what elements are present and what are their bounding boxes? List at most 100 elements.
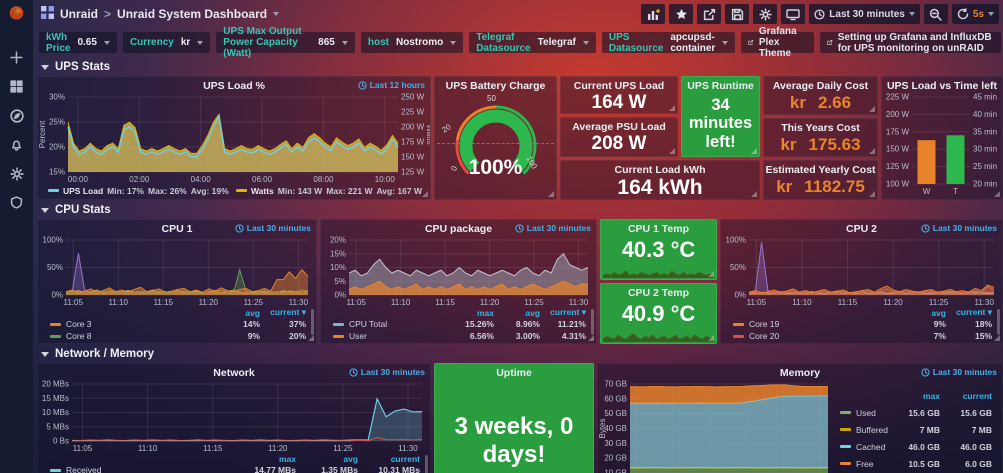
legend-row-buffered[interactable]: Buffered 7 MB 7 MB: [840, 421, 992, 438]
explore-compass-icon[interactable]: [8, 107, 25, 124]
legend-item-watts[interactable]: Watts Min: 143 W Max: 221 W Avg: 167 W: [235, 186, 422, 196]
legend-row-core19[interactable]: Core 19 9% 18%: [733, 318, 992, 330]
legend-row-core8[interactable]: Core 8 9% 20%: [50, 330, 306, 342]
breadcrumb-page[interactable]: Unraid System Dashboard: [117, 7, 268, 21]
legend-row-user[interactable]: User 6.56% 3.00% 4.31%: [333, 330, 586, 342]
ups-load-chart[interactable]: 15% 20% 25% 30% 125 W 150 W 175 W 200 W 225 W 250…: [38, 92, 430, 185]
var-kwh-price[interactable]: kWh Price 0.65: [39, 32, 117, 54]
svg-text:175 W: 175 W: [886, 127, 910, 136]
breadcrumb-app[interactable]: Unraid: [60, 7, 99, 21]
battery-gauge: 0 20 50 100 100%: [435, 92, 556, 196]
plus-icon[interactable]: [8, 49, 25, 66]
time-range-badge[interactable]: Last 30 minutes: [921, 223, 997, 233]
row-header-ups-stats[interactable]: UPS Stats: [37, 60, 1003, 74]
var-ups-max-output[interactable]: UPS Max Output Power Capacity (Watt) 865: [216, 26, 355, 59]
save-button[interactable]: [725, 4, 750, 24]
time-range-badge[interactable]: Last 30 minutes: [515, 223, 591, 233]
tv-mode-button[interactable]: [781, 4, 806, 24]
settings-gear-icon[interactable]: [8, 165, 25, 182]
svg-text:11:25: 11:25: [333, 444, 353, 453]
panel-title[interactable]: Current Load kWh: [614, 164, 706, 176]
breadcrumb-separator: >: [104, 7, 112, 21]
cpu2-chart[interactable]: 0% 50% 100% 11:05 11:10 11:15 11:20 11:25 11:30: [721, 235, 1002, 308]
time-picker-button[interactable]: Last 30 minutes: [809, 4, 920, 24]
panel-title[interactable]: Average PSU Load: [572, 121, 666, 133]
legend-scrollbar[interactable]: [311, 309, 314, 335]
svg-text:11:15: 11:15: [838, 298, 858, 307]
time-range-badge[interactable]: Last 30 minutes: [235, 223, 311, 233]
cpu-package-chart[interactable]: 0% 5% 10% 15% 20% 11:05 11:10 11:15 11:20 11:25 11…: [321, 235, 596, 308]
time-range-badge[interactable]: Last 12 hours: [358, 80, 425, 90]
panel-title[interactable]: Estimated Yearly Cost: [765, 164, 876, 176]
panel-title[interactable]: Average Daily Cost: [772, 80, 869, 92]
legend-scrollbar[interactable]: [425, 455, 428, 473]
var-telegraf-datasource[interactable]: Telegraf Datasource Telegraf: [469, 32, 596, 54]
panel-title[interactable]: UPS Load vs Time left: [886, 80, 998, 92]
time-range-badge[interactable]: Last 30 minutes: [921, 367, 997, 377]
panel-title[interactable]: Current UPS Load: [573, 80, 665, 92]
ups-load-legend: UPS Load Min: 17% Max: 26% Avg: 19% Watts Mi…: [38, 184, 430, 197]
uptime-value: 3 weeks, 0 days!: [454, 413, 574, 468]
link-ups-monitoring-guide[interactable]: Setting up Grafana and InfluxDB for UPS …: [820, 32, 1001, 54]
panel-title[interactable]: CPU 2: [846, 223, 877, 235]
row-header-cpu-stats[interactable]: CPU Stats: [37, 203, 1003, 217]
svg-text:11:30: 11:30: [974, 298, 994, 307]
dashboard-grid-icon[interactable]: [41, 6, 54, 22]
star-button[interactable]: [669, 4, 694, 24]
dashboard-settings-button[interactable]: [753, 4, 778, 24]
panel-title[interactable]: This Years Cost: [781, 122, 860, 134]
dashboards-icon[interactable]: [8, 78, 25, 95]
legend-row-received[interactable]: Received 14.77 MBs 1.35 MBs 10.31 MBs: [50, 464, 420, 473]
shield-icon[interactable]: [8, 194, 25, 211]
svg-text:11:25: 11:25: [929, 298, 949, 307]
svg-text:225 W: 225 W: [401, 108, 425, 117]
svg-text:02:00: 02:00: [129, 175, 150, 184]
refresh-interval-label: 5s: [972, 8, 984, 20]
currency-label: kr: [780, 135, 797, 154]
ups-load-vs-time-chart[interactable]: 100 W 125 W 150 W 175 W 200 W 225 W 20 min 25 m…: [882, 92, 1002, 197]
panel-title[interactable]: CPU package: [424, 223, 493, 235]
legend-row-used[interactable]: Used 15.6 GB 15.6 GB: [840, 404, 992, 421]
caret-down-icon[interactable]: [273, 12, 280, 16]
legend-row-cached[interactable]: Cached 46.0 GB 46.0 GB: [840, 438, 992, 455]
link-grafana-plex-theme[interactable]: Grafana Plex Theme: [741, 26, 815, 59]
legend-scrollbar[interactable]: [997, 309, 1000, 335]
panel-title[interactable]: CPU 2 Temp: [627, 287, 690, 299]
legend-row-core20[interactable]: Core 20 7% 15%: [733, 330, 992, 342]
share-button[interactable]: [697, 4, 722, 24]
current-load-kwh-value: 164 kWh: [617, 176, 703, 199]
svg-text:06:00: 06:00: [252, 175, 273, 184]
panel-title[interactable]: UPS Battery Charge: [445, 80, 546, 92]
alerting-bell-icon[interactable]: [8, 136, 25, 153]
svg-text:11:20: 11:20: [199, 298, 219, 307]
time-range-badge[interactable]: Last 30 minutes: [349, 367, 425, 377]
grafana-logo-icon[interactable]: [8, 4, 25, 21]
var-currency[interactable]: Currency kr: [122, 32, 211, 53]
caret-down-icon: [103, 40, 110, 45]
zoom-out-button[interactable]: [923, 4, 948, 24]
network-chart[interactable]: 0 Bs 5 MBs 10 MBs 15 MBs 20 MBs 11:05 11:10 11:…: [38, 379, 430, 453]
svg-text:11:05: 11:05: [346, 298, 366, 307]
legend-item-ups-load[interactable]: UPS Load Min: 17% Max: 26% Avg: 19%: [48, 186, 229, 196]
legend-row-free[interactable]: Free 10.5 GB 6.0 GB: [840, 455, 992, 472]
panel-title[interactable]: Uptime: [496, 367, 532, 379]
var-ups-datasource[interactable]: UPS Datasource apcupsd-container: [601, 32, 736, 54]
panel-title[interactable]: UPS Runtime: [687, 80, 754, 92]
legend-scrollbar[interactable]: [591, 309, 594, 335]
cpu1-chart[interactable]: 0% 50% 100% 11:05 11:10 11:15 11:20 11:25 11:30: [38, 235, 316, 308]
panel-cpu-package: Last 30 minutes CPU package 0% 5% 10% 15% 20…: [320, 219, 597, 344]
panel-title[interactable]: UPS Load %: [203, 80, 265, 92]
row-header-network-memory[interactable]: Network / Memory: [37, 347, 1003, 361]
refresh-button[interactable]: 5s: [951, 4, 999, 24]
var-host[interactable]: host Nostromo: [360, 32, 464, 53]
legend-row-cpu-total[interactable]: CPU Total 15.26% 8.96% 11.21%: [333, 318, 586, 330]
legend-row-core3[interactable]: Core 3 14% 37%: [50, 318, 306, 330]
panel-title[interactable]: CPU 1: [161, 223, 193, 235]
svg-text:250 W: 250 W: [401, 93, 425, 102]
panel-title[interactable]: CPU 1 Temp: [627, 223, 690, 235]
svg-text:10 GB: 10 GB: [604, 469, 627, 473]
panel-title[interactable]: Memory: [779, 367, 821, 379]
add-panel-button[interactable]: [641, 4, 666, 24]
panel-title[interactable]: Network: [213, 367, 255, 379]
